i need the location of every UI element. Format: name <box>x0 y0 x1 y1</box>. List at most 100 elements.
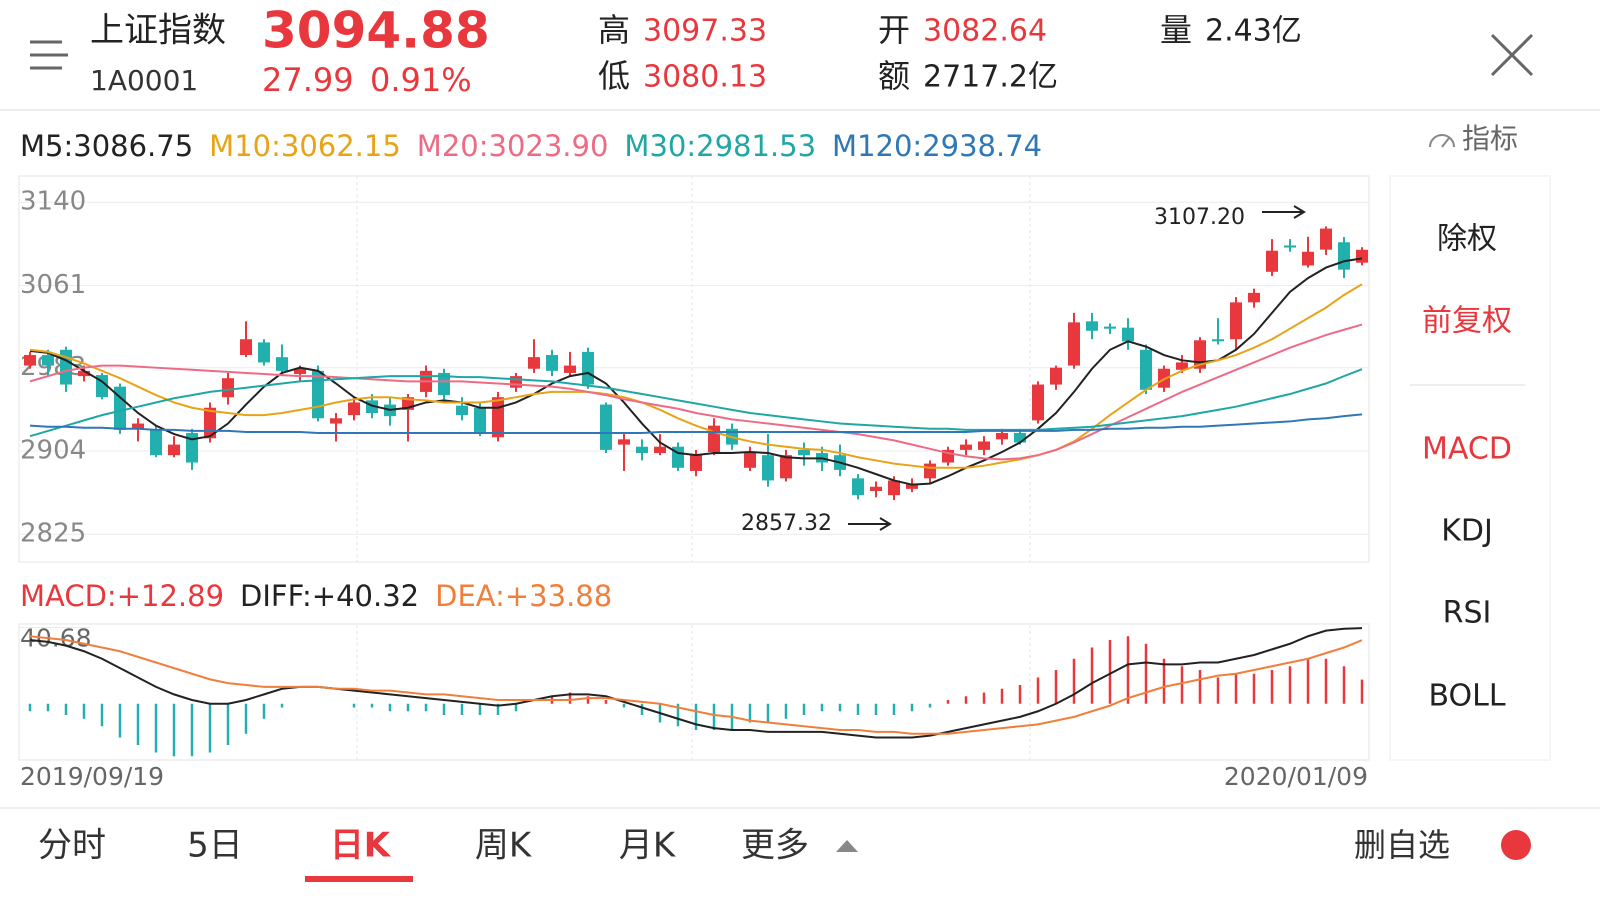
volume-label: 量 <box>1160 11 1192 49</box>
ma-line <box>29 368 1363 438</box>
candle-body <box>132 423 144 429</box>
candle-body <box>1014 433 1026 443</box>
candle-body <box>78 370 90 377</box>
candle-body <box>348 402 360 416</box>
tab[interactable]: 周K <box>475 826 533 866</box>
macd-frame <box>18 623 1370 761</box>
y-tick-label: 2904 <box>20 435 86 465</box>
low-value: 3080.13 <box>643 60 767 95</box>
candle-body <box>762 455 774 481</box>
close-button[interactable] <box>1490 33 1534 77</box>
y-tick-label: 2825 <box>20 519 86 549</box>
high-annotation: 3107.20 <box>1154 205 1245 230</box>
tab[interactable]: 月K <box>619 826 677 866</box>
high-arrow <box>1262 205 1306 219</box>
candle-body <box>600 404 612 450</box>
candle-body <box>690 455 702 471</box>
record-dot[interactable] <box>1501 830 1531 860</box>
candle-body <box>744 451 756 468</box>
tab[interactable]: 更多 <box>741 826 809 866</box>
candle-body <box>1284 245 1296 248</box>
index-name: 上证指数 <box>90 11 226 51</box>
low-label: 低 <box>598 57 630 95</box>
ma-legend: M5:3086.75 <box>20 129 193 163</box>
amount-value: 2717.2亿 <box>923 60 1058 95</box>
amount-label: 额 <box>878 57 910 95</box>
macd-legend: MACD:+12.89 <box>20 579 224 613</box>
macd-line <box>29 627 1363 739</box>
tab[interactable]: 日K <box>330 826 392 866</box>
candle-body <box>564 365 576 373</box>
sidebar-item[interactable]: BOLL <box>1428 679 1505 714</box>
ma-legend: M120:2938.74 <box>832 129 1042 163</box>
sidebar-item[interactable]: KDJ <box>1441 514 1493 549</box>
candle-body <box>888 480 900 496</box>
candle-body <box>1230 302 1242 340</box>
candle-body <box>1104 326 1116 329</box>
ma-legend: M20:3023.90 <box>417 129 609 163</box>
index-code: 1A0001 <box>90 64 198 97</box>
ma-line <box>29 413 1363 435</box>
candle-body <box>1338 242 1350 270</box>
candle-body <box>582 351 594 385</box>
macd-legend: DEA:+33.88 <box>435 579 612 613</box>
y-tick-label: 3140 <box>20 187 86 217</box>
ma-legend: M10:3062.15 <box>209 129 401 163</box>
candle-body <box>798 449 810 456</box>
sidebar-title[interactable]: 指标 <box>1462 122 1518 155</box>
macd-line <box>29 635 1363 735</box>
change-pct: 0.91% <box>370 61 472 99</box>
low-arrow <box>848 517 892 531</box>
low-annotation: 2857.32 <box>741 511 832 536</box>
candle-body <box>924 463 936 479</box>
candle-body <box>1068 322 1080 366</box>
candle-body <box>24 355 36 366</box>
indicator-icon <box>1429 134 1455 148</box>
candle-body <box>1050 367 1062 385</box>
sidebar-item[interactable]: 除权 <box>1437 222 1497 257</box>
candle-body <box>42 355 54 366</box>
tab[interactable]: 分时 <box>38 826 106 866</box>
sidebar-item[interactable]: RSI <box>1443 596 1492 631</box>
open-label: 开 <box>878 11 910 49</box>
sidebar-item[interactable]: 前复权 <box>1422 304 1512 339</box>
candle-body <box>636 446 648 454</box>
price: 3094.88 <box>262 2 490 60</box>
candle-body <box>1212 339 1224 342</box>
candle-body <box>1320 228 1332 250</box>
high-label: 高 <box>598 11 630 49</box>
watchlist-remove[interactable]: 删自选 <box>1354 826 1450 864</box>
candle-body <box>312 370 324 419</box>
ma-line <box>29 283 1363 469</box>
candle-body <box>222 378 234 398</box>
sidebar-item[interactable]: MACD <box>1422 432 1512 467</box>
tab[interactable]: 5日 <box>187 826 243 866</box>
candle-body <box>240 339 252 356</box>
candle-body <box>870 486 882 491</box>
sidebar <box>1389 175 1551 761</box>
candle-body <box>1248 292 1260 303</box>
candle-body <box>276 357 288 371</box>
ma-legend: M30:2981.53 <box>624 129 816 163</box>
candle-body <box>456 405 468 416</box>
date-label: 2020/01/09 <box>1224 762 1368 791</box>
candle-body <box>258 342 270 363</box>
candle-body <box>1356 249 1368 263</box>
date-label: 2019/09/19 <box>20 762 164 791</box>
candle-body <box>1140 349 1152 390</box>
candle-body <box>960 444 972 450</box>
candle-body <box>330 418 342 424</box>
candle-body <box>1176 362 1188 370</box>
candle-body <box>546 355 558 371</box>
candle-body <box>1122 327 1134 342</box>
candle-body <box>852 478 864 496</box>
candle-body <box>654 446 666 454</box>
candle-body <box>1302 251 1314 266</box>
candle-body <box>294 368 306 375</box>
candle-body <box>1086 321 1098 331</box>
y-tick-label: 3061 <box>20 270 86 300</box>
menu-icon[interactable] <box>30 40 68 70</box>
candle-body <box>528 357 540 369</box>
candle-body <box>438 372 450 396</box>
